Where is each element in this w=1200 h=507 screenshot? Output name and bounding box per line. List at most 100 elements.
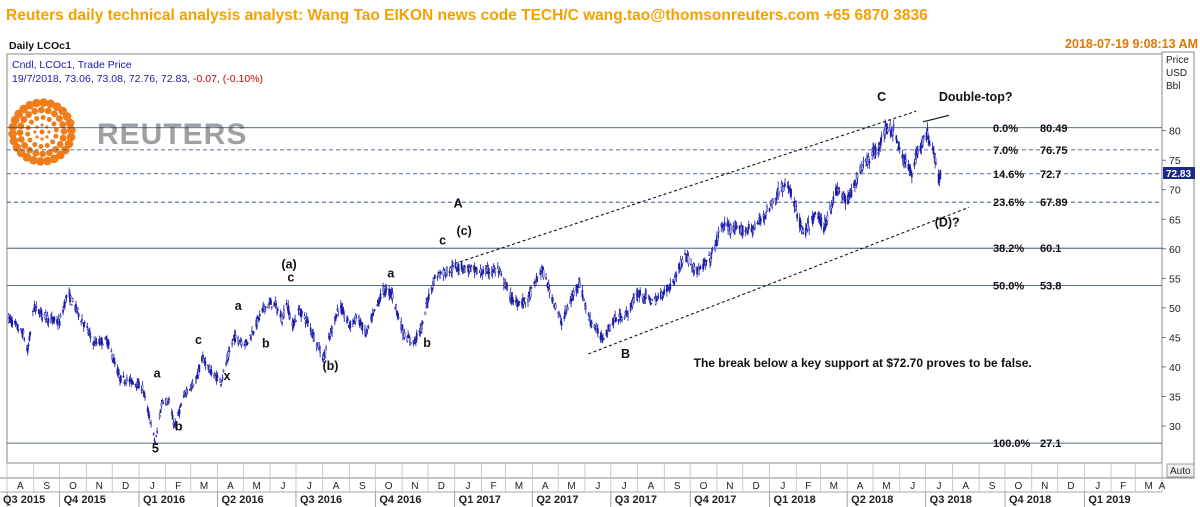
candle-body	[107, 341, 110, 346]
candle-body	[867, 156, 870, 162]
candle-body	[402, 329, 404, 336]
candle-body	[436, 276, 439, 279]
candle-body	[220, 380, 223, 382]
candle-body	[111, 354, 114, 360]
logo-dot	[8, 122, 18, 132]
quarter-label: Q3 2015	[3, 494, 45, 506]
candle-body	[385, 288, 388, 290]
candle-body	[517, 305, 520, 307]
candle-body	[33, 303, 36, 312]
candle-body	[179, 405, 182, 408]
month-label: A	[1159, 481, 1166, 492]
fib-pct-label: 0.0%	[993, 123, 1018, 135]
month-label: S	[43, 481, 50, 492]
logo-dot	[36, 157, 45, 166]
price-tick-label: 30	[1169, 421, 1181, 433]
candle-body	[160, 403, 163, 407]
candle-body	[427, 293, 430, 300]
candle-body	[766, 205, 768, 212]
candle-body	[125, 383, 127, 385]
candle-body	[22, 330, 25, 334]
candle-body	[41, 313, 44, 318]
logo-dot	[37, 106, 45, 114]
quarter-label: Q1 2018	[774, 494, 816, 506]
candle-body	[59, 315, 62, 318]
candle-body	[536, 276, 539, 279]
candle-body	[210, 370, 213, 375]
month-label: N	[411, 481, 418, 492]
wave-label: Double-top?	[939, 90, 1013, 104]
candle-body	[280, 316, 283, 323]
candle-body	[198, 364, 201, 373]
candle-body	[379, 293, 382, 300]
candle-body	[58, 321, 61, 326]
logo-dot	[28, 119, 34, 125]
candle-body	[879, 137, 882, 146]
wave-label: b	[423, 336, 431, 350]
fib-value-label: 27.1	[1040, 438, 1061, 450]
candle-body	[917, 150, 919, 154]
candle-body	[929, 144, 931, 146]
candle-body	[889, 123, 892, 132]
candle-body	[277, 309, 279, 312]
candle-body	[415, 332, 418, 341]
price-unit-label: Price	[1166, 55, 1189, 66]
price-axis: Price USD Bbl 30 35 40 45 50 55 60 65 70 75 80 72.83 Au…	[1162, 55, 1195, 478]
candle-body	[178, 409, 181, 415]
candle-body	[657, 295, 660, 298]
legend-change: -0.07, (-0.10%)	[193, 73, 263, 85]
month-label: J	[466, 481, 471, 492]
month-label: A	[857, 481, 864, 492]
candle-body	[892, 128, 894, 136]
candle-body	[81, 319, 83, 321]
candle-body	[75, 304, 77, 310]
month-label: J	[307, 481, 312, 492]
candle-body	[256, 318, 258, 326]
month-label: D	[438, 481, 445, 492]
candle-body	[159, 409, 162, 413]
logo-wordmark: REUTERS	[97, 118, 247, 151]
logo-dot	[52, 146, 59, 153]
candle-body	[462, 269, 465, 272]
quarter-label: Q4 2015	[64, 494, 106, 506]
wave-label: c	[195, 333, 202, 347]
candle-body	[795, 205, 798, 207]
candle-body	[871, 151, 874, 156]
candle-body	[184, 394, 187, 396]
candle-body	[165, 398, 168, 405]
candle-body	[645, 293, 648, 299]
fibonacci-levels: 0.0% 80.49 7.0% 76.75 14.6% 72.7 23.6% 67.89 38.…	[7, 123, 1162, 450]
candle-body	[934, 153, 936, 163]
candle-body	[174, 421, 177, 426]
logo-dot	[31, 107, 39, 115]
candle-body	[693, 266, 696, 271]
candle-body	[909, 165, 911, 171]
price-unit-label: USD	[1166, 68, 1187, 79]
wave-label: (a)	[281, 257, 296, 271]
fib-pct-label: 14.6%	[993, 169, 1024, 181]
channel-line	[588, 206, 969, 355]
candle-body	[880, 135, 883, 137]
candle-body	[80, 320, 83, 323]
candle-body	[904, 159, 907, 163]
candle-body	[240, 341, 243, 345]
candle-body	[540, 272, 542, 275]
logo-dot	[51, 121, 57, 127]
candle-body	[325, 347, 328, 351]
candle-body	[617, 319, 620, 322]
fib-value-label: 67.89	[1040, 197, 1068, 209]
candle-body	[391, 292, 394, 299]
candle-body	[408, 337, 411, 342]
candle-body	[195, 375, 198, 380]
month-label: D	[753, 481, 760, 492]
fib-value-label: 53.8	[1040, 280, 1061, 292]
candle-body	[76, 310, 78, 313]
candle-body	[113, 361, 116, 365]
candle-body	[448, 271, 451, 273]
candle-body	[359, 319, 362, 325]
candle-body	[764, 215, 767, 219]
wave-label: c	[287, 270, 294, 284]
candle-body	[261, 308, 264, 312]
candle-body	[433, 274, 436, 279]
logo-dot	[46, 116, 52, 122]
